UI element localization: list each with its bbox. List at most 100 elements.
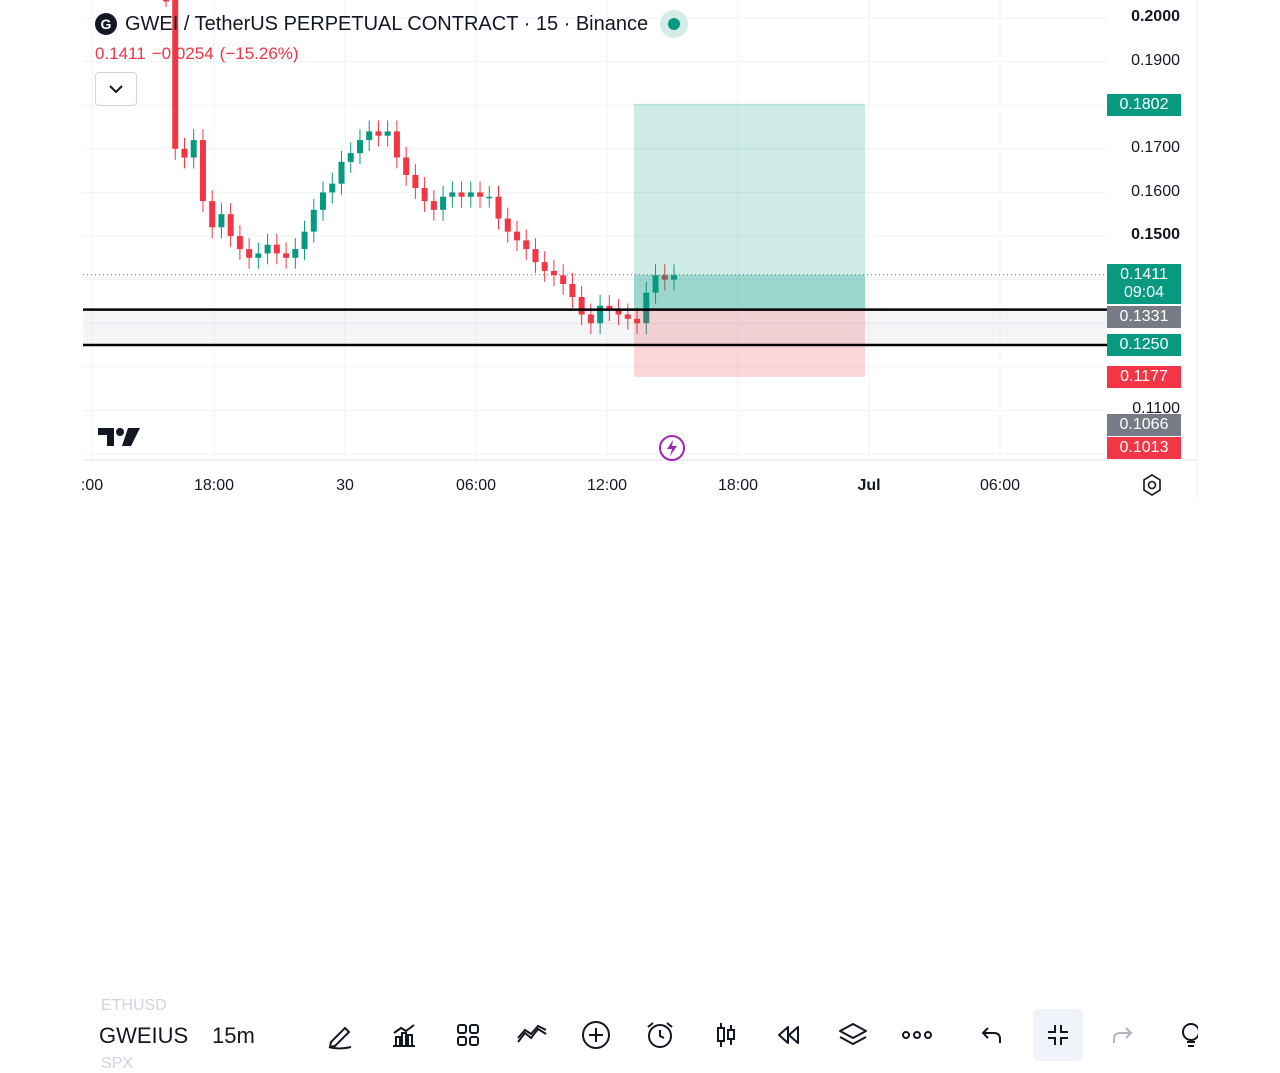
undo-icon[interactable] (968, 1011, 1016, 1059)
candle-body (523, 240, 530, 250)
candle-body (532, 249, 539, 263)
time-label: 30 (336, 477, 354, 494)
idea-icon[interactable] (1176, 1011, 1198, 1059)
candle-body (301, 231, 308, 250)
candle-body (430, 201, 437, 210)
candle-body (615, 310, 622, 315)
target-price-tag: 0.1802 (1107, 94, 1181, 116)
price-label: 0.1600 (1131, 183, 1180, 200)
candle-body (181, 148, 188, 158)
candle-body (477, 192, 484, 197)
position-profit-fill (634, 274, 865, 310)
candle-body (329, 183, 336, 193)
price-change: −0.0254 (151, 44, 214, 63)
symbol-logo: G (95, 13, 117, 35)
candle-body (320, 192, 327, 210)
low-price-tag: 0.1066 (1107, 414, 1181, 436)
time-label: :00 (80, 477, 104, 494)
symbol-selector[interactable]: GWEIUS (99, 1023, 189, 1048)
candle-body (661, 275, 668, 280)
candle-body (209, 201, 216, 228)
replay-icon[interactable] (765, 1011, 813, 1059)
candle-body (504, 218, 511, 232)
candle-body (652, 275, 659, 293)
support-price-tag: 0.1250 (1107, 334, 1181, 356)
candle-body (449, 192, 456, 197)
alarm-icon[interactable] (636, 1011, 684, 1059)
time-label: 18:00 (193, 477, 235, 494)
entry-price-tag: 0.1331 (1107, 306, 1181, 328)
candle-body (671, 275, 677, 280)
symbol-title[interactable]: GWEI / TetherUS PERPETUAL CONTRACT · 15 … (125, 12, 649, 35)
legend-toggle-button[interactable] (95, 72, 137, 106)
candle-body (347, 153, 354, 162)
stop-price-tag: 0.1177 (1107, 366, 1181, 388)
layers-icon[interactable] (829, 1011, 877, 1059)
price-change-row: 0.1411 −0.0254 (−15.26%) (95, 44, 299, 64)
candle-body (495, 196, 502, 219)
candle-body (292, 249, 299, 258)
candle-body (375, 131, 382, 136)
collapse-icon[interactable] (1033, 1009, 1083, 1061)
lightning-icon[interactable] (659, 435, 685, 461)
candle-body (283, 253, 290, 258)
candle-body (264, 244, 271, 254)
candle-body (384, 131, 391, 136)
time-label: Jul (857, 477, 881, 494)
indicators-icon[interactable] (380, 1011, 428, 1059)
time-label: 12:00 (586, 477, 628, 494)
candle-body (246, 249, 253, 258)
time-label: 18:00 (717, 477, 759, 494)
layouts-icon[interactable] (444, 1011, 492, 1059)
chart-area[interactable]: G GWEI / TetherUS PERPETUAL CONTRACT · 1… (0, 0, 1280, 500)
symbol-below[interactable]: SPX (101, 1055, 134, 1072)
symbol-header: G GWEI / TetherUS PERPETUAL CONTRACT · 1… (95, 10, 689, 38)
candle-body (218, 214, 225, 228)
candle-body (634, 318, 641, 324)
candle-body (172, 0, 179, 149)
tradingview-logo-icon (98, 426, 140, 453)
range-band (83, 309, 1107, 345)
candle-body (227, 214, 234, 236)
chart-canvas[interactable] (0, 0, 1280, 500)
price-label: 0.1700 (1131, 139, 1180, 156)
position-target-zone (634, 104, 865, 310)
bar-countdown: 09:04 (1123, 284, 1165, 301)
candle-body (310, 209, 317, 232)
redo-icon[interactable] (1098, 1011, 1146, 1059)
gear-icon[interactable] (1141, 474, 1163, 501)
candle-body (412, 174, 419, 189)
pen-icon[interactable] (316, 1011, 364, 1059)
market-status-icon[interactable] (660, 10, 689, 38)
position-stop-zone (634, 309, 865, 377)
symbol-above[interactable]: ETHUSD (101, 997, 167, 1014)
candle-body (597, 305, 604, 324)
candle-body (366, 131, 373, 141)
candle-body (624, 314, 631, 319)
candle-body (236, 236, 243, 250)
more-icon[interactable] (893, 1011, 941, 1059)
candle-body (338, 161, 345, 184)
candle-body (440, 196, 447, 210)
bottom-toolbar: ETHUSD GWEIUS SPX 15m (0, 503, 1280, 1072)
candle-body (606, 305, 613, 311)
candle-body (467, 192, 474, 197)
candle-body (569, 283, 576, 298)
compare-icon[interactable] (508, 1011, 556, 1059)
candles-icon[interactable] (702, 1011, 750, 1059)
candle-body (587, 314, 594, 324)
current-price-tag: 0.1411 09:04 (1107, 264, 1181, 304)
candle-body (421, 188, 428, 202)
last-price: 0.1411 (95, 44, 146, 63)
price-change-pct: (−15.26%) (219, 44, 299, 63)
candle-body (458, 192, 465, 197)
time-label: 06:00 (979, 477, 1021, 494)
interval-selector[interactable]: 15m (212, 1023, 255, 1048)
candle-body (643, 292, 650, 324)
candle-body (513, 231, 520, 241)
plus-icon[interactable] (572, 1011, 620, 1059)
price-label: 0.2000 (1131, 8, 1180, 25)
candle-body (393, 131, 400, 158)
candle-body (403, 157, 410, 175)
low-price-tag-red: 0.1013 (1107, 437, 1181, 459)
